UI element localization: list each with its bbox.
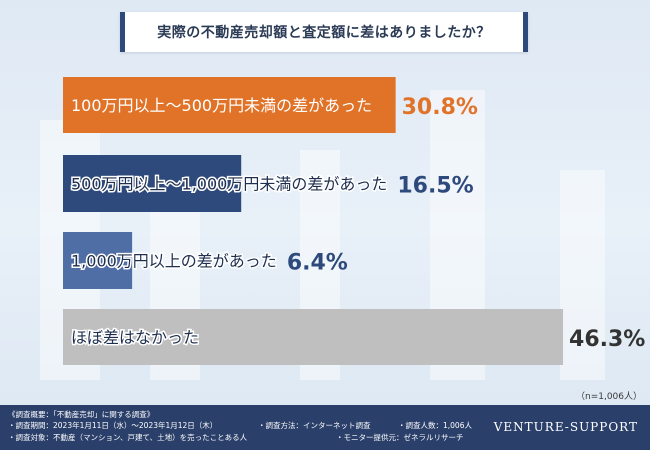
sample-size-note: （n=1,006人）: [575, 392, 642, 402]
survey-period: ・調査期間：2023年1月11日（水）～2023年1月12日（木）: [8, 421, 218, 430]
bar-3: [63, 309, 564, 365]
bar-1: [63, 155, 242, 212]
chart-title-box: 実際の不動産売却額と査定額に差はありましたか？: [120, 12, 528, 52]
survey-footer: 《調査概要：「不動産売却」に関する調査》 ・調査期間：2023年1月11日（水）…: [0, 405, 650, 450]
value-label-2: 6.4%: [287, 251, 348, 276]
survey-method: ・調査方法：インターネット調査: [258, 421, 371, 430]
category-label-2: 1,000万円以上の差があった: [71, 252, 277, 271]
chart-title: 実際の不動産売却額と査定額に差はありましたか？: [157, 25, 491, 41]
bar-2: [63, 232, 133, 289]
bar-0: [63, 77, 396, 133]
category-label-1: 500万円以上～1,000万円未満の差があった: [71, 175, 387, 194]
survey-provider: ・モニター提供元：ゼネラルリサーチ: [336, 433, 464, 442]
category-label-3: ほぼ差はなかった: [71, 328, 199, 347]
value-label-3: 46.3%: [569, 327, 645, 352]
value-label-1: 16.5%: [397, 174, 473, 199]
survey-count: ・調査人数：1,006人: [398, 421, 472, 430]
survey-target: ・調査対象：不動産（マンション、戸建て、土地）を売ったことある人: [8, 433, 248, 442]
category-label-0: 100万円以上～500万円未満の差があった: [71, 96, 372, 115]
bar-chart: 100万円以上～500万円未満の差があった 30.8% 500万円以上～1,000万…: [63, 77, 645, 365]
brand-logo: VENTURE-SUPPORT: [493, 420, 638, 434]
survey-heading: 《調査概要：「不動産売却」に関する調査》: [8, 410, 155, 419]
value-label-0: 30.8%: [402, 95, 478, 120]
